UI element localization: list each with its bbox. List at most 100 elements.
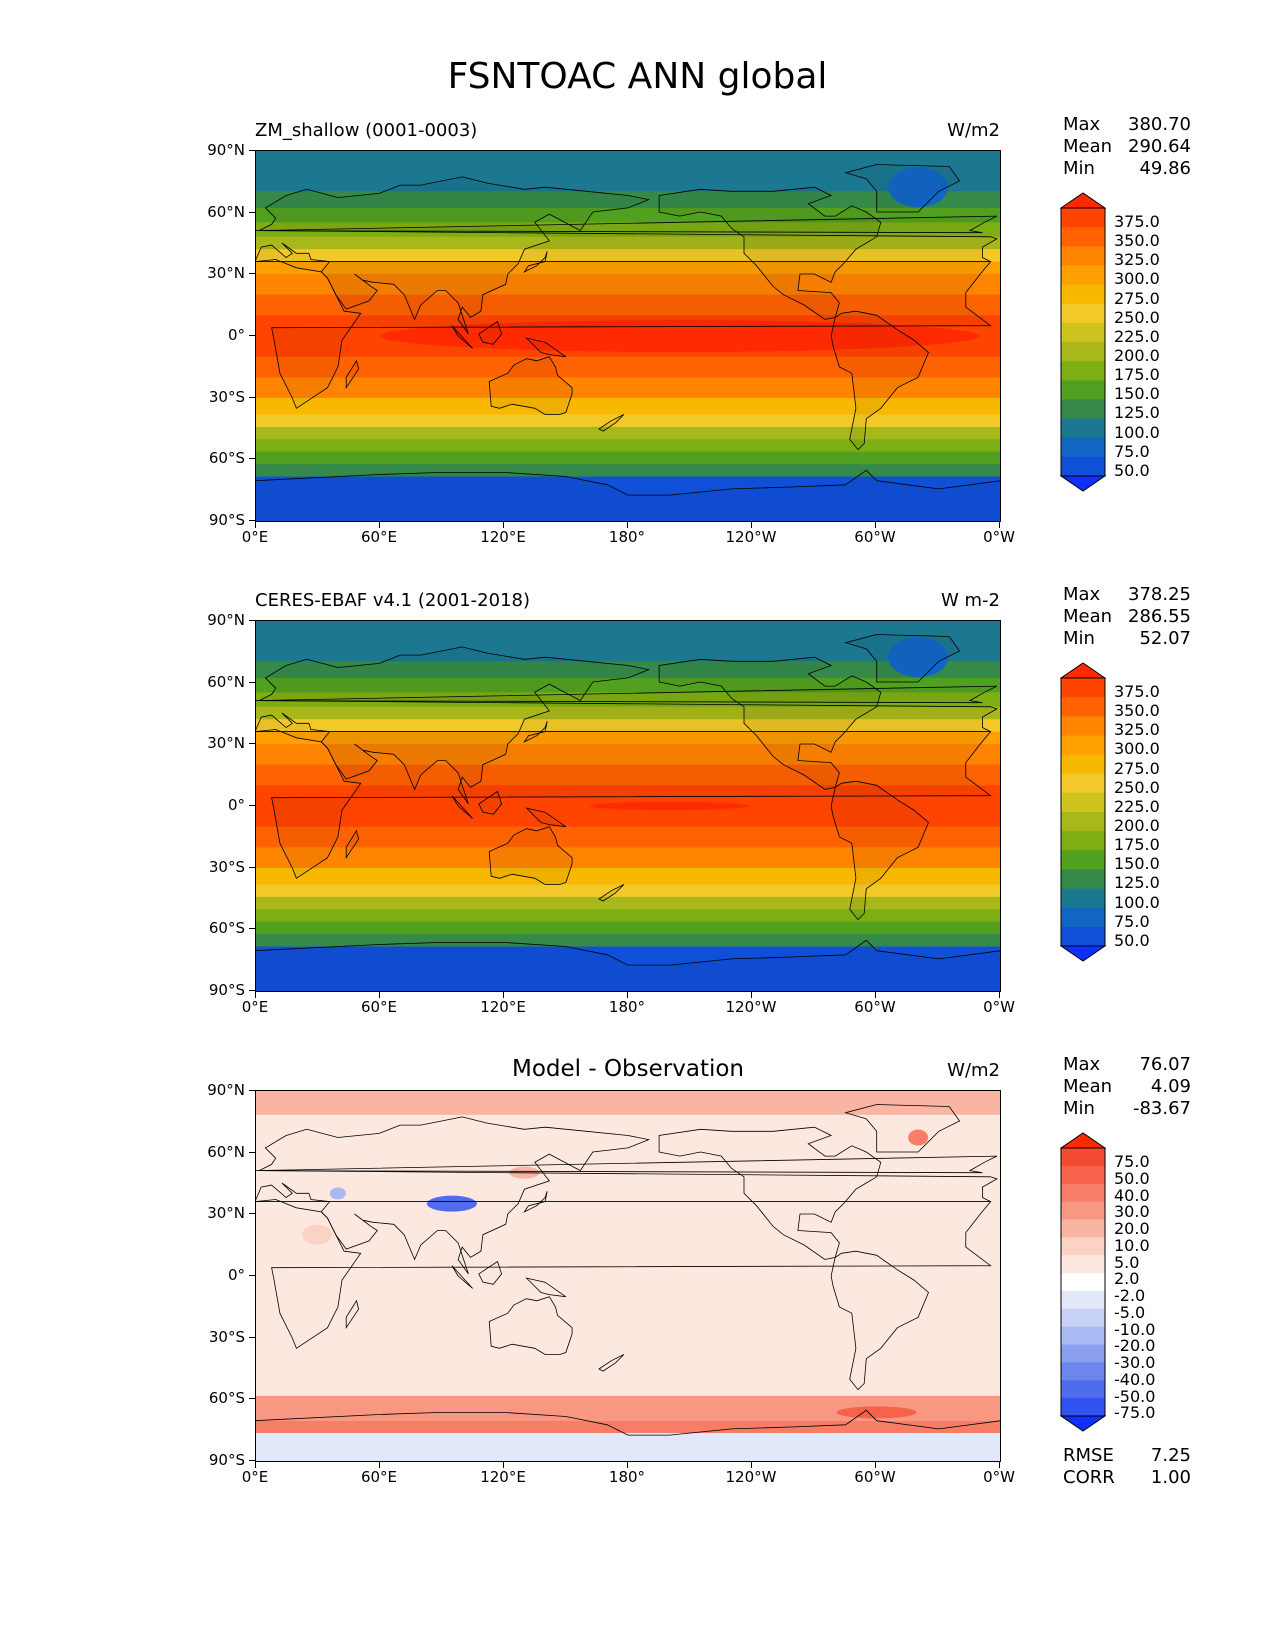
contour-band xyxy=(255,426,1001,440)
lat-tick-mark xyxy=(249,1398,255,1400)
colorbar-tick-label: -10.0 xyxy=(1114,1319,1156,1339)
lat-tick-mark xyxy=(249,620,255,621)
colorbar-tick-label: 325.0 xyxy=(1114,720,1160,740)
contour-band xyxy=(255,764,1001,786)
colorbar-tick-label: 30.0 xyxy=(1114,1202,1150,1222)
coastline xyxy=(255,469,1001,522)
colorbar-tick-label: 175.0 xyxy=(1114,835,1160,855)
lat-tick-mark xyxy=(249,150,255,151)
coastline xyxy=(255,685,998,704)
colorbar-tick-label: 300.0 xyxy=(1114,739,1160,759)
anomaly-spot xyxy=(302,1224,333,1245)
lat-tick-label: 90°N xyxy=(207,611,245,629)
contour-band xyxy=(255,236,1001,250)
lat-tick-label: 30°S xyxy=(208,1327,245,1346)
lon-tick-label: 120°E xyxy=(480,1468,526,1486)
colorbar-tick-label: 125.0 xyxy=(1114,403,1160,423)
lon-tick-label: 180° xyxy=(608,528,646,546)
colorbar-segment xyxy=(1061,1165,1105,1185)
contour-band xyxy=(255,222,1001,238)
contour-band xyxy=(255,414,1001,428)
contour-band xyxy=(255,884,1001,898)
extra-stats: RMSE 7.25 CORR 1.00 xyxy=(1063,1445,1191,1489)
colorbar-tick-label: 10.0 xyxy=(1114,1235,1150,1255)
coastline xyxy=(598,1354,625,1372)
stat-min: Min 52.07 xyxy=(1063,628,1191,649)
contour-band xyxy=(255,826,1001,848)
colorbar xyxy=(1059,192,1107,492)
colorbar-segment xyxy=(1061,437,1105,458)
contour-band xyxy=(255,150,1001,172)
lat-tick-mark xyxy=(249,805,255,806)
coastline xyxy=(255,215,998,234)
contour-band xyxy=(255,661,1001,679)
coastline xyxy=(451,1265,473,1289)
coastline xyxy=(830,780,929,921)
colorbar-segment xyxy=(1061,888,1105,909)
lon-tick-mark xyxy=(627,522,628,528)
stat-min: Min -83.67 xyxy=(1063,1098,1191,1119)
contour-band xyxy=(255,719,1001,733)
colorbar-tick-label: -20.0 xyxy=(1114,1336,1156,1356)
contour-band xyxy=(255,921,1001,935)
lon-tick-mark xyxy=(255,1462,256,1468)
colorbar-tick-label: 5.0 xyxy=(1114,1252,1140,1272)
contour-band xyxy=(255,620,1001,642)
lon-tick-label: 60°W xyxy=(854,998,896,1016)
contour-band xyxy=(255,692,1001,708)
lat-tick-label: 90°S xyxy=(208,511,245,529)
colorbar-segment xyxy=(1061,1237,1105,1256)
coastline xyxy=(523,1191,548,1213)
lon-tick-label: 60°E xyxy=(360,528,398,546)
stat-max: Max 380.70 xyxy=(1063,114,1191,135)
colorbar-tick-label: 200.0 xyxy=(1114,346,1160,365)
panel-units: W m-2 xyxy=(940,590,1000,611)
contour-band xyxy=(255,294,1001,316)
lon-tick-label: 60°W xyxy=(854,1468,896,1486)
tropical-maximum xyxy=(379,320,980,352)
coastline xyxy=(488,1296,573,1355)
colorbar-segment xyxy=(1061,831,1105,851)
stat-rmse: RMSE 7.25 xyxy=(1063,1445,1191,1466)
lon-tick-mark xyxy=(999,522,1000,528)
lat-tick-mark xyxy=(249,211,255,213)
colorbar-segment xyxy=(1061,678,1105,698)
colorbar-tick-label: -30.0 xyxy=(1114,1353,1156,1372)
lon-tick-label: 0°E xyxy=(241,998,269,1016)
stat-max: Max 378.25 xyxy=(1063,584,1191,605)
lat-tick-mark xyxy=(249,520,255,521)
contour-band xyxy=(255,640,1001,662)
colorbar-tick-label: 50.0 xyxy=(1114,930,1150,950)
panel-title: Model - Observation xyxy=(511,1056,745,1082)
contour-band xyxy=(255,207,1001,223)
lat-tick-mark xyxy=(249,1213,255,1215)
panel-test: ZM_shallow (0001-0003) W/m2 Max 380.70 Me… xyxy=(0,114,1275,590)
colorbar-segment xyxy=(1061,418,1105,439)
coastline xyxy=(451,325,473,349)
colorbar-tick-label: -50.0 xyxy=(1114,1386,1156,1406)
panel-title: ZM_shallow (0001-0003) xyxy=(255,120,478,141)
lon-tick-mark xyxy=(875,1462,876,1468)
contour-band xyxy=(255,868,1001,886)
colorbar-extend-max xyxy=(1059,192,1107,209)
contour-band xyxy=(255,439,1001,453)
lat-tick-mark xyxy=(249,1460,255,1461)
colorbar-segment xyxy=(1061,1398,1105,1417)
stat-max: Max 76.07 xyxy=(1063,1054,1191,1075)
lon-tick-mark xyxy=(751,992,752,998)
contour-band xyxy=(255,847,1001,869)
coastline xyxy=(523,721,548,743)
colorbar-tick-label: -75.0 xyxy=(1114,1403,1156,1423)
lon-tick-label: 120°E xyxy=(480,998,526,1016)
lat-tick-label: 30°N xyxy=(207,734,245,753)
colorbar-segment xyxy=(1061,1380,1105,1399)
lat-tick-mark xyxy=(249,1090,255,1091)
lat-tick-label: 30°S xyxy=(208,387,245,406)
contour-band xyxy=(255,170,1001,192)
lon-tick-label: 180° xyxy=(608,998,646,1016)
contour-band xyxy=(255,249,1001,263)
colorbar-tick-label: 100.0 xyxy=(1114,892,1160,912)
colorbar-segment xyxy=(1061,380,1105,400)
colorbar-segment xyxy=(1061,246,1105,266)
lon-tick-label: 60°E xyxy=(360,1468,398,1486)
